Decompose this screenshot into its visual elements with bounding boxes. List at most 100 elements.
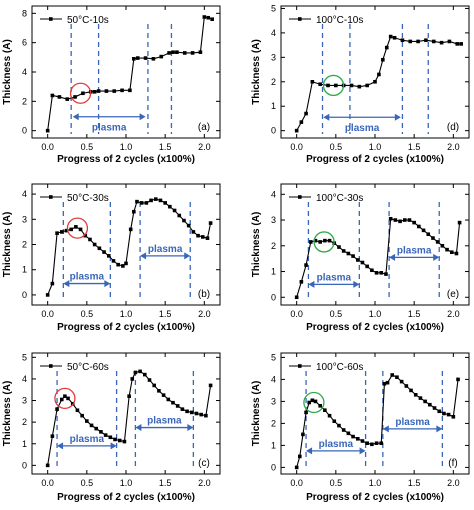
data-point — [50, 434, 55, 438]
panel-tag: (c) — [198, 458, 210, 469]
data-point — [323, 408, 327, 412]
data-point — [80, 413, 84, 418]
data-point — [172, 208, 177, 213]
legend-label: 100°C-60s — [316, 362, 363, 373]
plasma-arrowhead-right — [139, 113, 146, 121]
y-tick-label: 3 — [271, 215, 276, 225]
data-point — [113, 437, 117, 442]
plasma-label: plasma — [70, 272, 105, 283]
y-tick-label: 2 — [22, 240, 27, 250]
data-point — [395, 375, 399, 379]
data-point — [135, 199, 139, 204]
data-point — [103, 433, 108, 437]
data-point — [459, 42, 463, 46]
highlight-circle — [322, 74, 345, 97]
data-point — [393, 218, 398, 222]
panel-tag: (f) — [448, 458, 457, 469]
data-point — [294, 465, 299, 470]
data-point — [190, 410, 194, 415]
x-tick-label: 1.0 — [369, 309, 382, 319]
data-point — [365, 264, 369, 269]
legend-marker — [298, 195, 302, 199]
x-tick-label: 1.5 — [408, 142, 421, 152]
data-point — [373, 79, 377, 84]
legend-label: 50°C-30s — [67, 193, 109, 204]
y-tick-label: 4 — [271, 28, 276, 38]
x-tick-label: 0.5 — [81, 309, 94, 319]
data-point — [99, 430, 103, 434]
x-tick-label: 0.5 — [330, 142, 343, 152]
data-point — [431, 39, 436, 44]
data-point — [445, 247, 449, 252]
data-point — [365, 441, 369, 445]
data-point — [175, 50, 179, 54]
plasma-label: plasma — [70, 434, 105, 445]
data-point — [89, 423, 94, 428]
data-point — [304, 410, 308, 415]
data-point — [390, 373, 395, 377]
data-point — [73, 95, 77, 99]
highlight-circle — [69, 82, 92, 104]
data-point — [301, 432, 305, 437]
data-point — [360, 260, 365, 265]
highlight-circle — [313, 231, 335, 253]
data-point — [447, 39, 452, 44]
data-point — [341, 249, 346, 253]
x-axis-label: Progress of 2 cycles (x100%) — [306, 154, 444, 165]
data-point — [417, 224, 421, 229]
data-point — [106, 254, 111, 258]
y-tick-label: 5 — [271, 352, 276, 362]
data-point — [379, 441, 384, 445]
data-point — [360, 439, 365, 443]
data-point — [384, 272, 388, 276]
data-point — [456, 377, 460, 382]
data-point — [196, 233, 200, 238]
data-point — [74, 225, 78, 229]
data-point — [157, 389, 161, 393]
y-axis-label: Thickness (A) — [2, 381, 13, 447]
x-tick-label: 2.0 — [447, 309, 460, 319]
plasma-label: plasma — [147, 416, 182, 427]
plasma-arrowhead-right — [104, 280, 111, 288]
data-point — [111, 259, 116, 263]
plasma-arrowhead-left — [135, 424, 142, 432]
data-point — [112, 89, 117, 93]
data-point — [45, 463, 50, 468]
data-point — [407, 218, 412, 222]
data-point — [199, 412, 203, 417]
highlight-circle — [54, 387, 76, 410]
data-point — [337, 423, 341, 428]
plasma-arrowhead-left — [306, 447, 313, 455]
data-point — [307, 400, 311, 405]
data-point — [423, 399, 427, 404]
data-series-line — [47, 370, 212, 466]
plasma-arrowhead-right — [187, 424, 194, 432]
data-point — [313, 238, 318, 243]
data-point — [45, 128, 50, 133]
y-tick-label: 3 — [22, 396, 27, 406]
data-point — [421, 228, 426, 233]
data-point — [442, 411, 446, 416]
panel-b: 0.0 0.5 1.0 1.5 2.0 0 1 2 3 4 Progress of 2 cycles… — [2, 183, 221, 333]
data-point — [346, 431, 351, 436]
data-point — [357, 84, 362, 89]
data-point — [313, 399, 318, 404]
data-point — [355, 258, 360, 262]
y-tick-label: 2 — [22, 96, 27, 106]
data-point — [418, 396, 423, 400]
data-point — [185, 409, 189, 414]
data-point — [351, 434, 355, 439]
data-point — [191, 230, 196, 234]
data-point — [182, 51, 187, 55]
y-tick-label: 4 — [22, 67, 27, 77]
data-point — [64, 228, 69, 233]
data-point — [69, 227, 73, 232]
data-point — [147, 378, 152, 382]
data-series-line — [296, 374, 459, 468]
data-point — [81, 91, 85, 96]
data-point — [323, 238, 327, 243]
data-point — [167, 51, 171, 55]
data-point — [382, 382, 387, 386]
x-tick-label: 2.0 — [198, 142, 211, 152]
legend-label: 50°C-10s — [67, 15, 109, 26]
